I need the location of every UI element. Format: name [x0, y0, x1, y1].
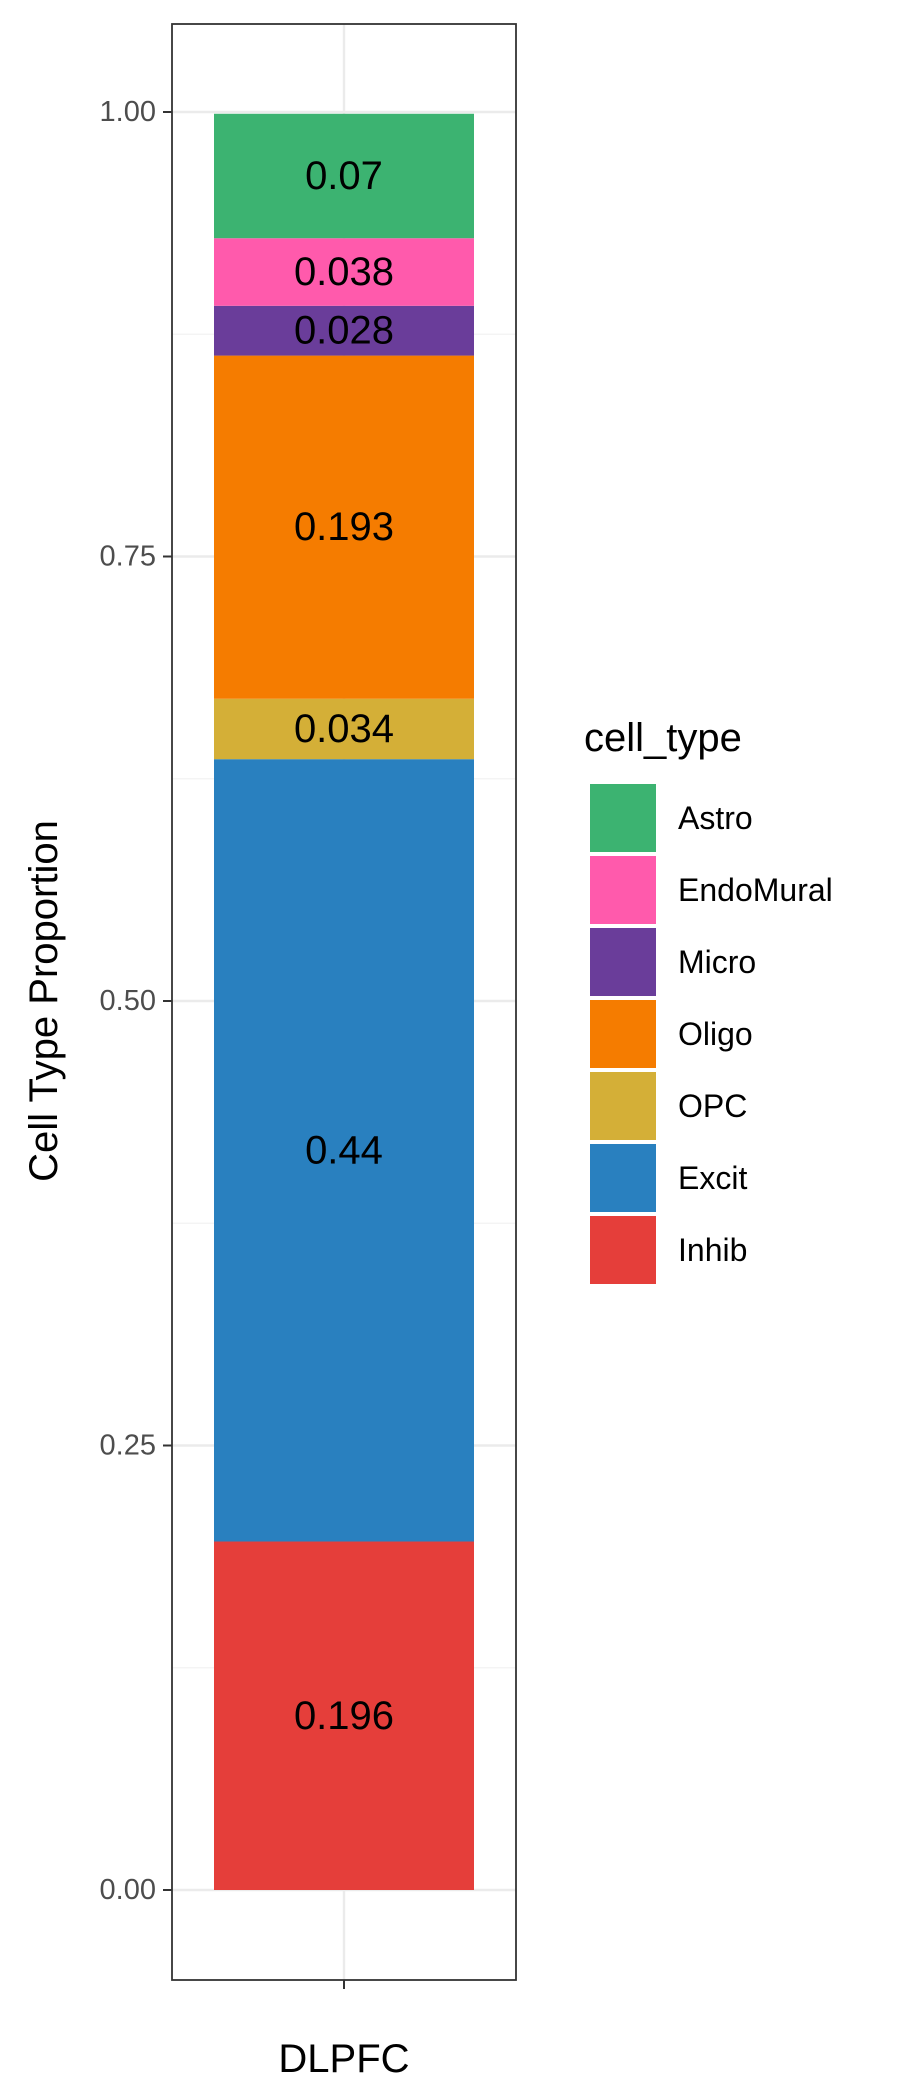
- legend-item-opc: OPC: [590, 1072, 747, 1140]
- legend-key: [590, 784, 656, 852]
- legend-label: Micro: [678, 944, 756, 980]
- legend-item-excit: Excit: [590, 1144, 747, 1212]
- legend-key: [590, 1000, 656, 1068]
- legend-item-astro: Astro: [590, 784, 753, 852]
- bar-segment-opc: [214, 698, 474, 760]
- legend-label: Astro: [678, 800, 753, 836]
- legend-key: [590, 1216, 656, 1284]
- data-labels: 0.196 0.44 0.034 0.193 0.028 0.038 0.07: [294, 154, 394, 1738]
- legend-item-inhib: Inhib: [590, 1216, 747, 1284]
- legend-label: Inhib: [678, 1232, 747, 1268]
- legend-key: [590, 1072, 656, 1140]
- y-tick-label: 0.25: [100, 1430, 156, 1462]
- bar-segments: [214, 113, 474, 1890]
- y-axis-title: Cell Type Proportion: [22, 820, 66, 1182]
- data-label-micro: 0.028: [294, 309, 394, 353]
- data-label-opc: 0.034: [294, 707, 394, 751]
- legend: cell_type Astro EndoMural Micro Oligo OPC Exci…: [584, 716, 833, 1284]
- legend-key: [590, 856, 656, 924]
- y-tick-label: 1.00: [100, 96, 156, 128]
- legend-title: cell_type: [584, 716, 742, 760]
- bar-segment-micro: [214, 305, 474, 356]
- bar-segment-inhib: [214, 1541, 474, 1890]
- x-tick-label: DLPFC: [278, 2037, 409, 2081]
- y-tick-label: 0.75: [100, 541, 156, 573]
- legend-label: Excit: [678, 1160, 747, 1196]
- legend-item-endomural: EndoMural: [590, 856, 833, 924]
- bar-segment-endomural: [214, 238, 474, 306]
- data-label-endomural: 0.038: [294, 250, 394, 294]
- bar-segment-oligo: [214, 355, 474, 699]
- legend-key: [590, 1144, 656, 1212]
- legend-key: [590, 928, 656, 996]
- legend-item-micro: Micro: [590, 928, 756, 996]
- axes: 0.00 0.25 0.50 0.75 1.00 DLPFC Cell Type Propo…: [22, 23, 517, 2081]
- bar-segment-excit: [214, 759, 474, 1542]
- data-label-oligo: 0.193: [294, 505, 394, 549]
- data-label-astro: 0.07: [305, 154, 383, 198]
- data-label-inhib: 0.196: [294, 1694, 394, 1738]
- data-label-excit: 0.44: [305, 1128, 383, 1172]
- legend-label: EndoMural: [678, 872, 833, 908]
- legend-item-oligo: Oligo: [590, 1000, 753, 1068]
- legend-label: OPC: [678, 1088, 747, 1124]
- legend-label: Oligo: [678, 1016, 753, 1052]
- y-tick-label: 0.50: [100, 985, 156, 1017]
- y-tick-label: 0.00: [100, 1874, 156, 1906]
- bar-segment-astro: [214, 113, 474, 239]
